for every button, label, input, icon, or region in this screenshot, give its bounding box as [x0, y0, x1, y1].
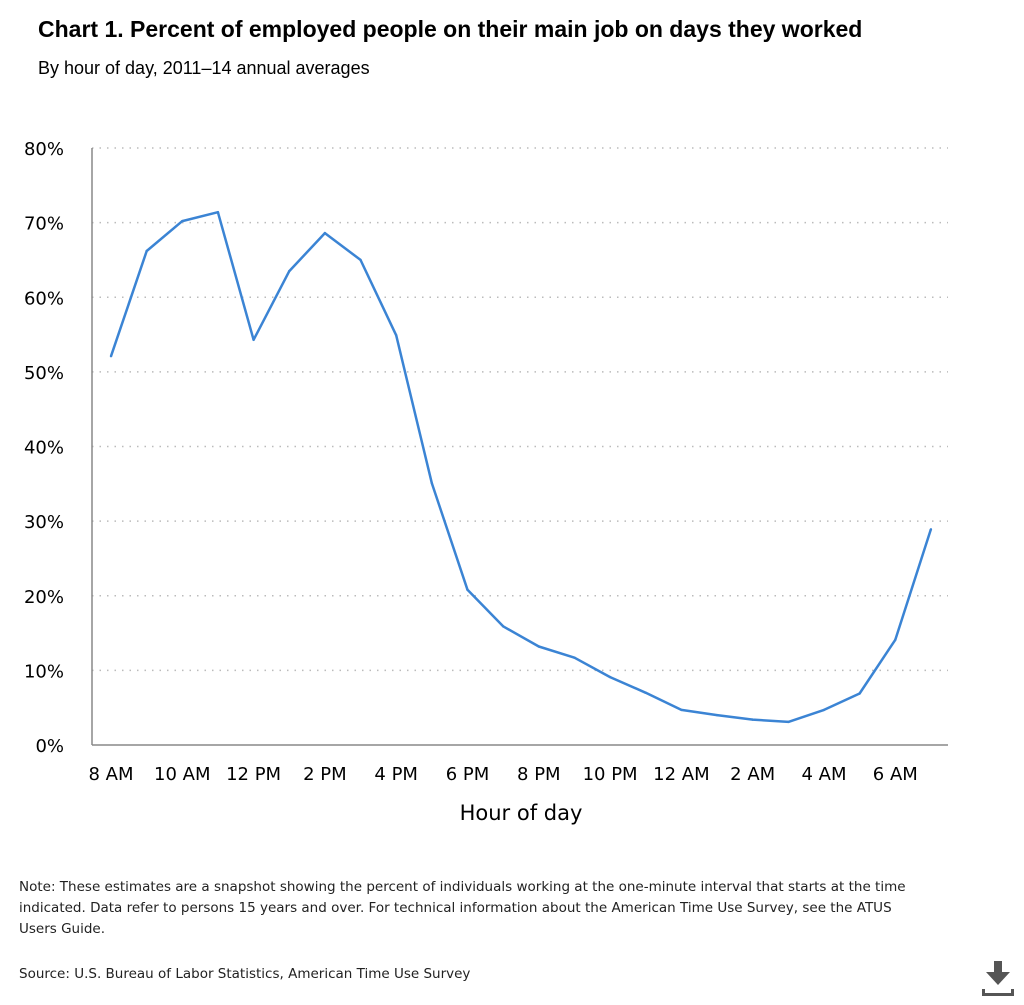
x-axis-label: Hour of day [460, 801, 583, 825]
data-point [680, 708, 683, 712]
data-point [466, 588, 469, 591]
data-point [216, 210, 220, 214]
data-point [252, 338, 255, 341]
data-point [751, 718, 754, 721]
data-point [181, 219, 184, 223]
data-point [430, 481, 434, 485]
data-point [608, 675, 612, 679]
x-tick-label: 12 PM [226, 764, 281, 785]
data-point [715, 713, 719, 717]
x-tick-label: 4 PM [374, 764, 418, 785]
x-tick-label: 2 AM [730, 764, 775, 785]
y-tick-label: 10% [24, 661, 64, 682]
x-tick-label: 4 AM [801, 764, 846, 785]
x-tick-label: 12 AM [653, 764, 709, 785]
y-tick-label: 20% [24, 587, 64, 608]
data-point [929, 528, 933, 531]
x-tick-label: 8 AM [88, 764, 133, 785]
x-tick-label: 10 PM [583, 764, 638, 785]
chart-subtitle: By hour of day, 2011–14 annual averages [38, 58, 370, 78]
x-tick-label: 6 PM [446, 764, 490, 785]
data-point [822, 708, 826, 712]
y-tick-label: 70% [24, 214, 64, 235]
data-point [787, 720, 790, 724]
data-point [395, 334, 398, 337]
y-tick-label: 0% [35, 736, 64, 757]
data-point [537, 645, 540, 648]
chart-note: Note: These estimates are a snapshot sho… [19, 879, 906, 937]
y-tick-label: 30% [24, 512, 64, 533]
download-button[interactable] [980, 958, 1016, 998]
x-tick-label: 6 AM [873, 764, 918, 785]
data-point [858, 692, 861, 695]
data-point [501, 625, 505, 628]
y-tick-label: 60% [24, 288, 64, 309]
data-point [894, 638, 897, 641]
chart-title: Chart 1. Percent of employed people on t… [38, 16, 863, 42]
x-tick-label: 10 AM [154, 764, 210, 785]
x-tick-label: 2 PM [303, 764, 347, 785]
data-line [109, 210, 933, 724]
download-icon[interactable] [980, 958, 1016, 998]
y-tick-label: 50% [24, 363, 64, 384]
x-tick-label: 8 PM [517, 764, 561, 785]
data-point [145, 249, 148, 253]
data-point [573, 656, 576, 659]
data-point [359, 258, 362, 262]
data-point [288, 269, 291, 273]
data-point [323, 231, 327, 235]
data-point [109, 355, 113, 358]
line-chart: 0% 10% 20% 30% 40% 50% 60% 70% 80% 8 AM 10 AM 12 PM… [24, 139, 948, 825]
data-point [644, 691, 647, 694]
y-tick-label: 40% [24, 438, 64, 459]
y-tick-label: 80% [24, 139, 64, 160]
chart-source: Source: U.S. Bureau of Labor Statistics,… [19, 966, 471, 982]
